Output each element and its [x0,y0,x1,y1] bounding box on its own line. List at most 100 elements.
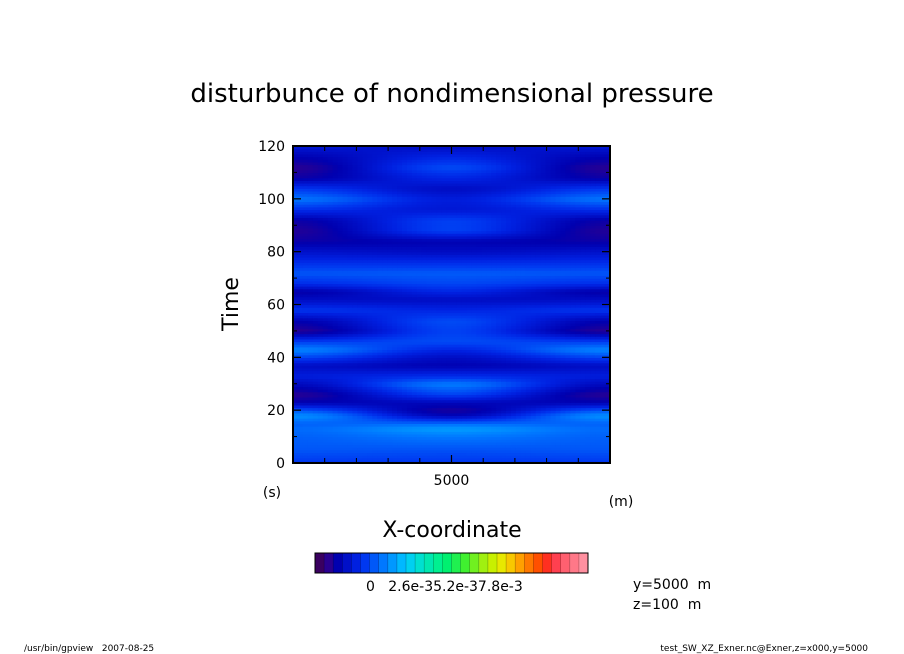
heatmap-cell [491,322,497,327]
heatmap-cell [585,415,591,419]
heatmap-cell [555,415,562,419]
heatmap-cell [307,404,314,409]
heatmap-cell [332,407,339,411]
heatmap-cell [605,352,610,356]
heatmap-cell [595,362,601,366]
heatmap-cell [352,262,358,266]
heatmap-cell [426,330,433,335]
heatmap-cell [510,389,517,393]
heatmap-cell [476,399,482,403]
heatmap-cell [446,460,453,463]
heatmap-cell [397,291,403,295]
heatmap-cell [515,441,522,446]
heatmap-cell [466,275,472,279]
heatmap-cell [431,259,438,263]
heatmap-cell [486,312,492,316]
heatmap-cell [382,426,388,430]
heatmap-cell [436,367,443,372]
heatmap-cell [441,280,448,284]
heatmap-cell [600,259,606,263]
heatmap-cell [476,367,482,372]
heatmap-cell [377,381,383,385]
heatmap-cell [426,418,433,422]
heatmap-cell [426,391,433,395]
heatmap-cell [332,291,339,295]
heatmap-cell [367,325,373,329]
heatmap-cell [297,264,304,269]
heatmap-cell [327,426,334,430]
heatmap-cell [317,460,324,463]
heatmap-cell [392,325,398,329]
heatmap-cell [312,362,319,366]
heatmap-cell [595,391,601,395]
heatmap-cell [431,352,438,356]
heatmap-cell [416,420,423,424]
heatmap-cell [431,444,438,448]
heatmap-cell [367,296,373,300]
heatmap-cell [580,367,586,372]
heatmap-cell [411,441,418,446]
heatmap-cell [397,447,403,451]
heatmap-cell [431,283,438,287]
heatmap-cell [293,441,299,446]
heatmap-cell [456,389,462,393]
heatmap-cell [397,272,403,277]
heatmap-cell [302,389,309,393]
heatmap-cell [555,423,562,427]
heatmap-cell [372,320,378,324]
heatmap-cell [491,267,497,271]
heatmap-cell [382,410,388,414]
heatmap-cell [575,283,581,287]
heatmap-cell [397,354,403,358]
heatmap-cell [441,386,448,390]
heatmap-cell [540,312,547,316]
heatmap-cell [347,322,354,327]
heatmap-cell [565,267,571,271]
heatmap-cell [377,444,383,448]
heatmap-cell [312,407,319,411]
heatmap-cell [515,383,522,387]
heatmap-cell [481,426,487,430]
heatmap-cell [520,312,527,316]
heatmap-cell [456,441,462,446]
heatmap-cell [530,402,537,406]
heatmap-cell [342,299,349,303]
heatmap-cell [401,399,408,403]
heatmap-cell [352,349,358,353]
heatmap-cell [362,278,368,282]
heatmap-cell [605,370,610,374]
heatmap-cell [337,367,344,372]
heatmap-cell [327,352,334,356]
heatmap-cell [525,336,532,340]
heatmap-cell [377,312,383,316]
heatmap-cell [357,396,363,401]
heatmap-cell [491,291,497,295]
heatmap-cell [397,415,403,419]
heatmap-cell [327,288,334,292]
heatmap-cell [307,455,314,459]
heatmap-cell [392,256,398,261]
heatmap-cell [377,262,383,266]
heatmap-cell [397,381,403,385]
heatmap-cell [461,375,467,380]
heatmap-cell [362,381,368,385]
heatmap-cell [392,286,398,290]
heatmap-cell [580,415,586,419]
heatmap-cell [486,365,492,369]
heatmap-cell [293,449,299,454]
heatmap-cell [357,312,363,316]
heatmap-cell [307,304,314,308]
heatmap-cell [575,365,581,369]
heatmap-cell [297,452,304,456]
heatmap-cell [411,256,418,261]
heatmap-cell [382,460,388,463]
heatmap-cell [545,344,552,348]
heatmap-cell [600,275,606,279]
heatmap-cell [510,386,517,390]
heatmap-cell [382,283,388,287]
heatmap-cell [401,286,408,290]
heatmap-cell [486,367,492,372]
heatmap-cell [515,386,522,390]
heatmap-cell [590,402,596,406]
heatmap-cell [302,328,309,332]
